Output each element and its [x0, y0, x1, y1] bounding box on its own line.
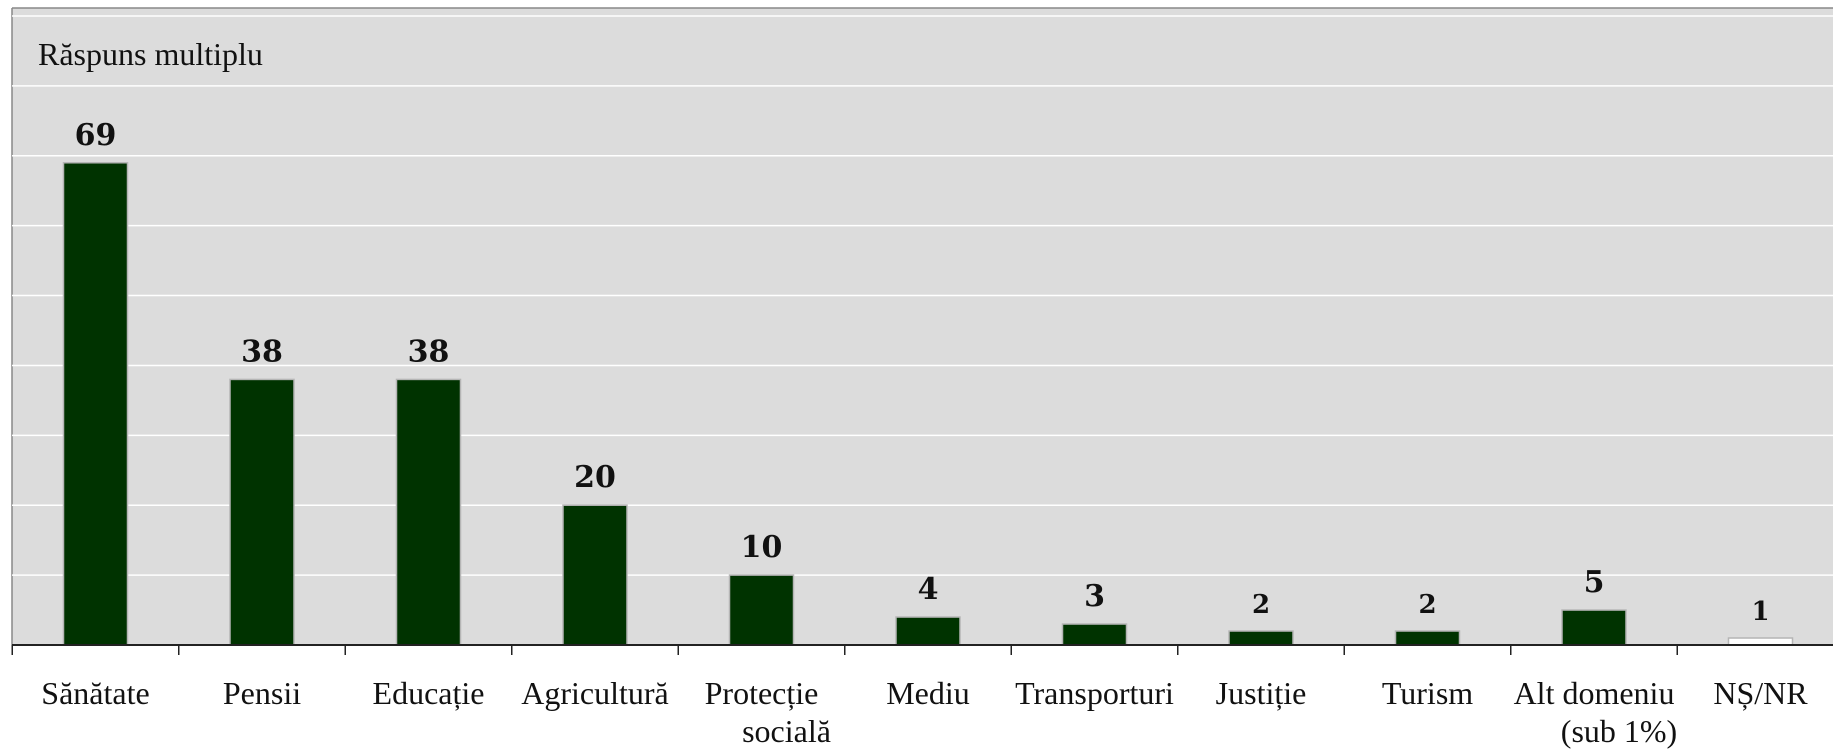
chart-annotation: Răspuns multiplu — [38, 36, 263, 72]
category-labels: Sănătate Pensii Educație Agricultură Protecț… — [41, 675, 1808, 749]
bars — [62, 162, 1794, 646]
bar — [895, 616, 961, 646]
bar — [1727, 637, 1794, 646]
bar — [229, 378, 295, 646]
gridlines — [12, 15, 1833, 576]
value-label: 2 — [1252, 590, 1270, 620]
value-label: 2 — [1418, 590, 1436, 620]
bar — [62, 162, 129, 646]
bar — [728, 574, 795, 646]
category-label: Transporturi — [1015, 675, 1174, 711]
value-label: 1 — [1751, 597, 1769, 627]
bar — [1061, 623, 1128, 646]
plot-background — [12, 8, 1833, 645]
category-label: Turism — [1382, 675, 1473, 711]
category-label: Justiție — [1216, 675, 1307, 711]
bar — [1561, 609, 1627, 646]
category-label: Alt domeniu (sub 1%) — [1514, 675, 1678, 749]
bar — [1394, 630, 1461, 646]
value-label: 5 — [1584, 565, 1605, 600]
category-label: Protecție socială — [705, 675, 831, 749]
category-label: Sănătate — [41, 675, 149, 711]
bar — [395, 378, 462, 646]
category-label: NȘ/NR — [1713, 675, 1808, 711]
bar — [1228, 630, 1294, 646]
value-label: 10 — [741, 530, 783, 565]
value-label: 4 — [918, 572, 939, 607]
category-label: Agricultură — [521, 675, 669, 711]
x-axis — [11, 644, 1833, 655]
value-label: 20 — [574, 460, 616, 495]
value-label: 69 — [75, 118, 117, 153]
bar — [562, 504, 628, 646]
category-label: Educație — [373, 675, 485, 711]
value-label: 38 — [241, 334, 283, 369]
value-label: 38 — [408, 334, 450, 369]
category-label: Mediu — [886, 675, 970, 711]
value-labels: 69 38 38 20 10 4 3 2 2 5 1 — [75, 118, 1770, 627]
value-label: 3 — [1084, 579, 1105, 614]
category-label: Pensii — [223, 675, 301, 711]
